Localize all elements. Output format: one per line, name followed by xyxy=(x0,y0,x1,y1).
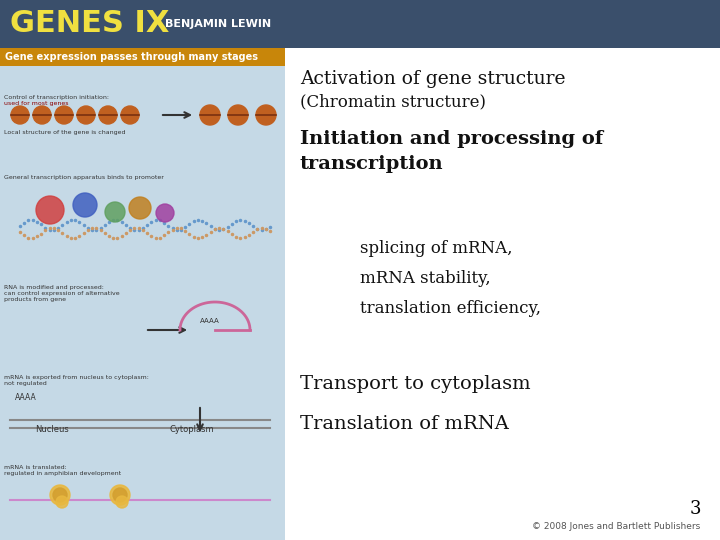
Text: mRNA is translated:: mRNA is translated: xyxy=(4,465,67,470)
Bar xyxy=(0,48,285,66)
Text: Local structure of the gene is changed: Local structure of the gene is changed xyxy=(4,130,125,135)
Text: GENES IX: GENES IX xyxy=(10,10,169,38)
Text: Nucleus: Nucleus xyxy=(35,426,68,435)
Text: products from gene: products from gene xyxy=(4,297,66,302)
Circle shape xyxy=(121,106,139,124)
Text: Cytoplasm: Cytoplasm xyxy=(170,426,215,435)
Circle shape xyxy=(56,496,68,508)
Text: can control expression of alternative: can control expression of alternative xyxy=(4,291,120,296)
Text: Translation of mRNA: Translation of mRNA xyxy=(300,415,509,433)
Circle shape xyxy=(156,204,174,222)
Text: AAAA: AAAA xyxy=(15,393,37,402)
Text: AAAA: AAAA xyxy=(200,318,220,324)
Circle shape xyxy=(110,485,130,505)
Circle shape xyxy=(99,106,117,124)
Text: Transport to cytoplasm: Transport to cytoplasm xyxy=(300,375,531,393)
Text: Initiation and processing of: Initiation and processing of xyxy=(300,130,603,148)
Text: regulated in amphibian development: regulated in amphibian development xyxy=(4,471,121,476)
Text: (Chromatin structure): (Chromatin structure) xyxy=(300,93,486,110)
Text: mRNA stability,: mRNA stability, xyxy=(360,270,490,287)
Circle shape xyxy=(11,106,29,124)
Text: © 2008 Jones and Bartlett Publishers: © 2008 Jones and Bartlett Publishers xyxy=(532,522,700,531)
Circle shape xyxy=(53,488,67,502)
Text: Control of transcription initiation:: Control of transcription initiation: xyxy=(4,95,109,100)
Text: used for most genes: used for most genes xyxy=(4,101,68,106)
Circle shape xyxy=(129,197,151,219)
Circle shape xyxy=(256,105,276,125)
Circle shape xyxy=(36,196,64,224)
Bar xyxy=(0,48,285,540)
Bar xyxy=(0,0,720,48)
Text: General transcription apparatus binds to promoter: General transcription apparatus binds to… xyxy=(4,175,164,180)
Circle shape xyxy=(33,106,51,124)
Text: Gene expression passes through many stages: Gene expression passes through many stag… xyxy=(5,52,258,62)
Text: transcription: transcription xyxy=(300,155,444,173)
Text: splicing of mRNA,: splicing of mRNA, xyxy=(360,240,513,257)
Circle shape xyxy=(50,485,70,505)
Circle shape xyxy=(113,488,127,502)
Circle shape xyxy=(77,106,95,124)
Circle shape xyxy=(105,202,125,222)
Text: BENJAMIN LEWIN: BENJAMIN LEWIN xyxy=(165,19,271,29)
Text: Activation of gene structure: Activation of gene structure xyxy=(300,70,565,88)
Text: mRNA is exported from nucleus to cytoplasm:: mRNA is exported from nucleus to cytopla… xyxy=(4,375,149,380)
Text: translation efficiency,: translation efficiency, xyxy=(360,300,541,317)
Text: 3: 3 xyxy=(689,500,701,518)
Text: RNA is modified and processed:: RNA is modified and processed: xyxy=(4,285,104,290)
Circle shape xyxy=(116,496,128,508)
Circle shape xyxy=(73,193,97,217)
Circle shape xyxy=(200,105,220,125)
Text: not regulated: not regulated xyxy=(4,381,47,386)
Circle shape xyxy=(228,105,248,125)
Circle shape xyxy=(55,106,73,124)
